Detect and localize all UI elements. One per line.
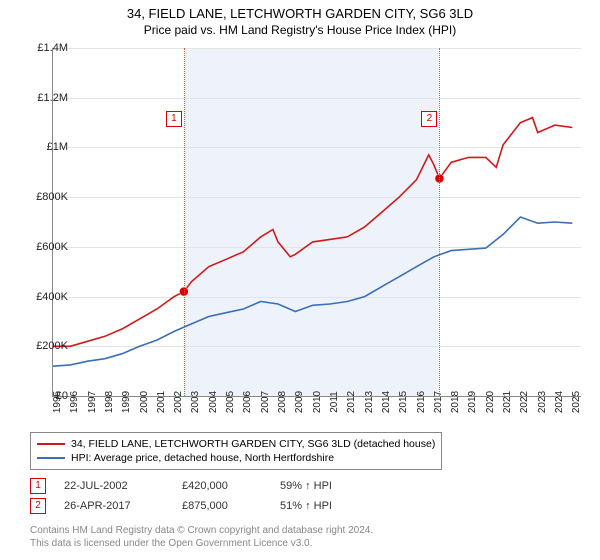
y-tick-label: £200K <box>22 340 68 352</box>
x-tick-label: 2001 <box>156 391 167 413</box>
legend-label: HPI: Average price, detached house, Nort… <box>71 452 334 464</box>
x-tick-label: 1995 <box>52 391 63 413</box>
legend-item: 34, FIELD LANE, LETCHWORTH GARDEN CITY, … <box>37 437 435 451</box>
x-tick-label: 2006 <box>242 391 253 413</box>
y-tick-label: £600K <box>22 241 68 253</box>
x-tick-label: 2008 <box>277 391 288 413</box>
x-tick-label: 2016 <box>416 391 427 413</box>
legend-label: 34, FIELD LANE, LETCHWORTH GARDEN CITY, … <box>71 438 435 450</box>
x-tick-label: 1999 <box>121 391 132 413</box>
sale-pct: 51% ↑ HPI <box>280 500 390 512</box>
x-tick-label: 2019 <box>467 391 478 413</box>
sale-row: 1 22-JUL-2002 £420,000 59% ↑ HPI <box>30 476 390 496</box>
series-line <box>53 118 572 347</box>
x-tick-label: 2010 <box>312 391 323 413</box>
x-tick-label: 2002 <box>173 391 184 413</box>
chart-subtitle: Price paid vs. HM Land Registry's House … <box>0 23 600 37</box>
x-tick-label: 2007 <box>260 391 271 413</box>
x-tick-label: 2015 <box>398 391 409 413</box>
x-tick-label: 1996 <box>69 391 80 413</box>
x-tick-label: 2009 <box>294 391 305 413</box>
x-tick-label: 2004 <box>208 391 219 413</box>
title-block: 34, FIELD LANE, LETCHWORTH GARDEN CITY, … <box>0 0 600 37</box>
x-tick-label: 2003 <box>190 391 201 413</box>
x-tick-label: 2000 <box>139 391 150 413</box>
x-tick-label: 2011 <box>329 391 340 413</box>
legend-swatch <box>37 443 65 445</box>
plot-svg <box>53 48 581 396</box>
x-tick-label: 2022 <box>519 391 530 413</box>
x-tick-label: 2017 <box>433 391 444 413</box>
sale-price: £875,000 <box>182 500 262 512</box>
sale-marker: 2 <box>30 498 46 514</box>
legend-item: HPI: Average price, detached house, Nort… <box>37 451 435 465</box>
sale-marker: 1 <box>30 478 46 494</box>
x-tick-label: 2018 <box>450 391 461 413</box>
y-tick-label: £1M <box>22 141 68 153</box>
sales-table: 1 22-JUL-2002 £420,000 59% ↑ HPI 2 26-AP… <box>30 476 390 516</box>
y-tick-label: £800K <box>22 191 68 203</box>
x-tick-label: 2020 <box>485 391 496 413</box>
sale-pct: 59% ↑ HPI <box>280 480 390 492</box>
x-tick-label: 2012 <box>346 391 357 413</box>
footnote: Contains HM Land Registry data © Crown c… <box>30 524 373 550</box>
x-tick-label: 2014 <box>381 391 392 413</box>
sale-row: 2 26-APR-2017 £875,000 51% ↑ HPI <box>30 496 390 516</box>
x-tick-label: 2021 <box>502 391 513 413</box>
legend-swatch <box>37 457 65 459</box>
event-marker: 1 <box>166 111 182 127</box>
plot-area: 12 <box>52 48 581 397</box>
sale-date: 22-JUL-2002 <box>64 480 164 492</box>
event-marker: 2 <box>421 111 437 127</box>
footnote-line: This data is licensed under the Open Gov… <box>30 537 373 550</box>
x-tick-label: 1998 <box>104 391 115 413</box>
y-tick-label: £1.4M <box>22 42 68 54</box>
y-tick-label: £400K <box>22 291 68 303</box>
sale-price: £420,000 <box>182 480 262 492</box>
chart-title: 34, FIELD LANE, LETCHWORTH GARDEN CITY, … <box>0 6 600 21</box>
x-tick-label: 2005 <box>225 391 236 413</box>
legend: 34, FIELD LANE, LETCHWORTH GARDEN CITY, … <box>30 432 442 470</box>
footnote-line: Contains HM Land Registry data © Crown c… <box>30 524 373 537</box>
x-tick-label: 2025 <box>571 391 582 413</box>
x-tick-label: 1997 <box>87 391 98 413</box>
y-tick-label: £1.2M <box>22 92 68 104</box>
x-tick-label: 2013 <box>364 391 375 413</box>
sale-date: 26-APR-2017 <box>64 500 164 512</box>
x-tick-label: 2023 <box>537 391 548 413</box>
chart-container: 34, FIELD LANE, LETCHWORTH GARDEN CITY, … <box>0 0 600 560</box>
series-line <box>53 217 572 366</box>
x-tick-label: 2024 <box>554 391 565 413</box>
